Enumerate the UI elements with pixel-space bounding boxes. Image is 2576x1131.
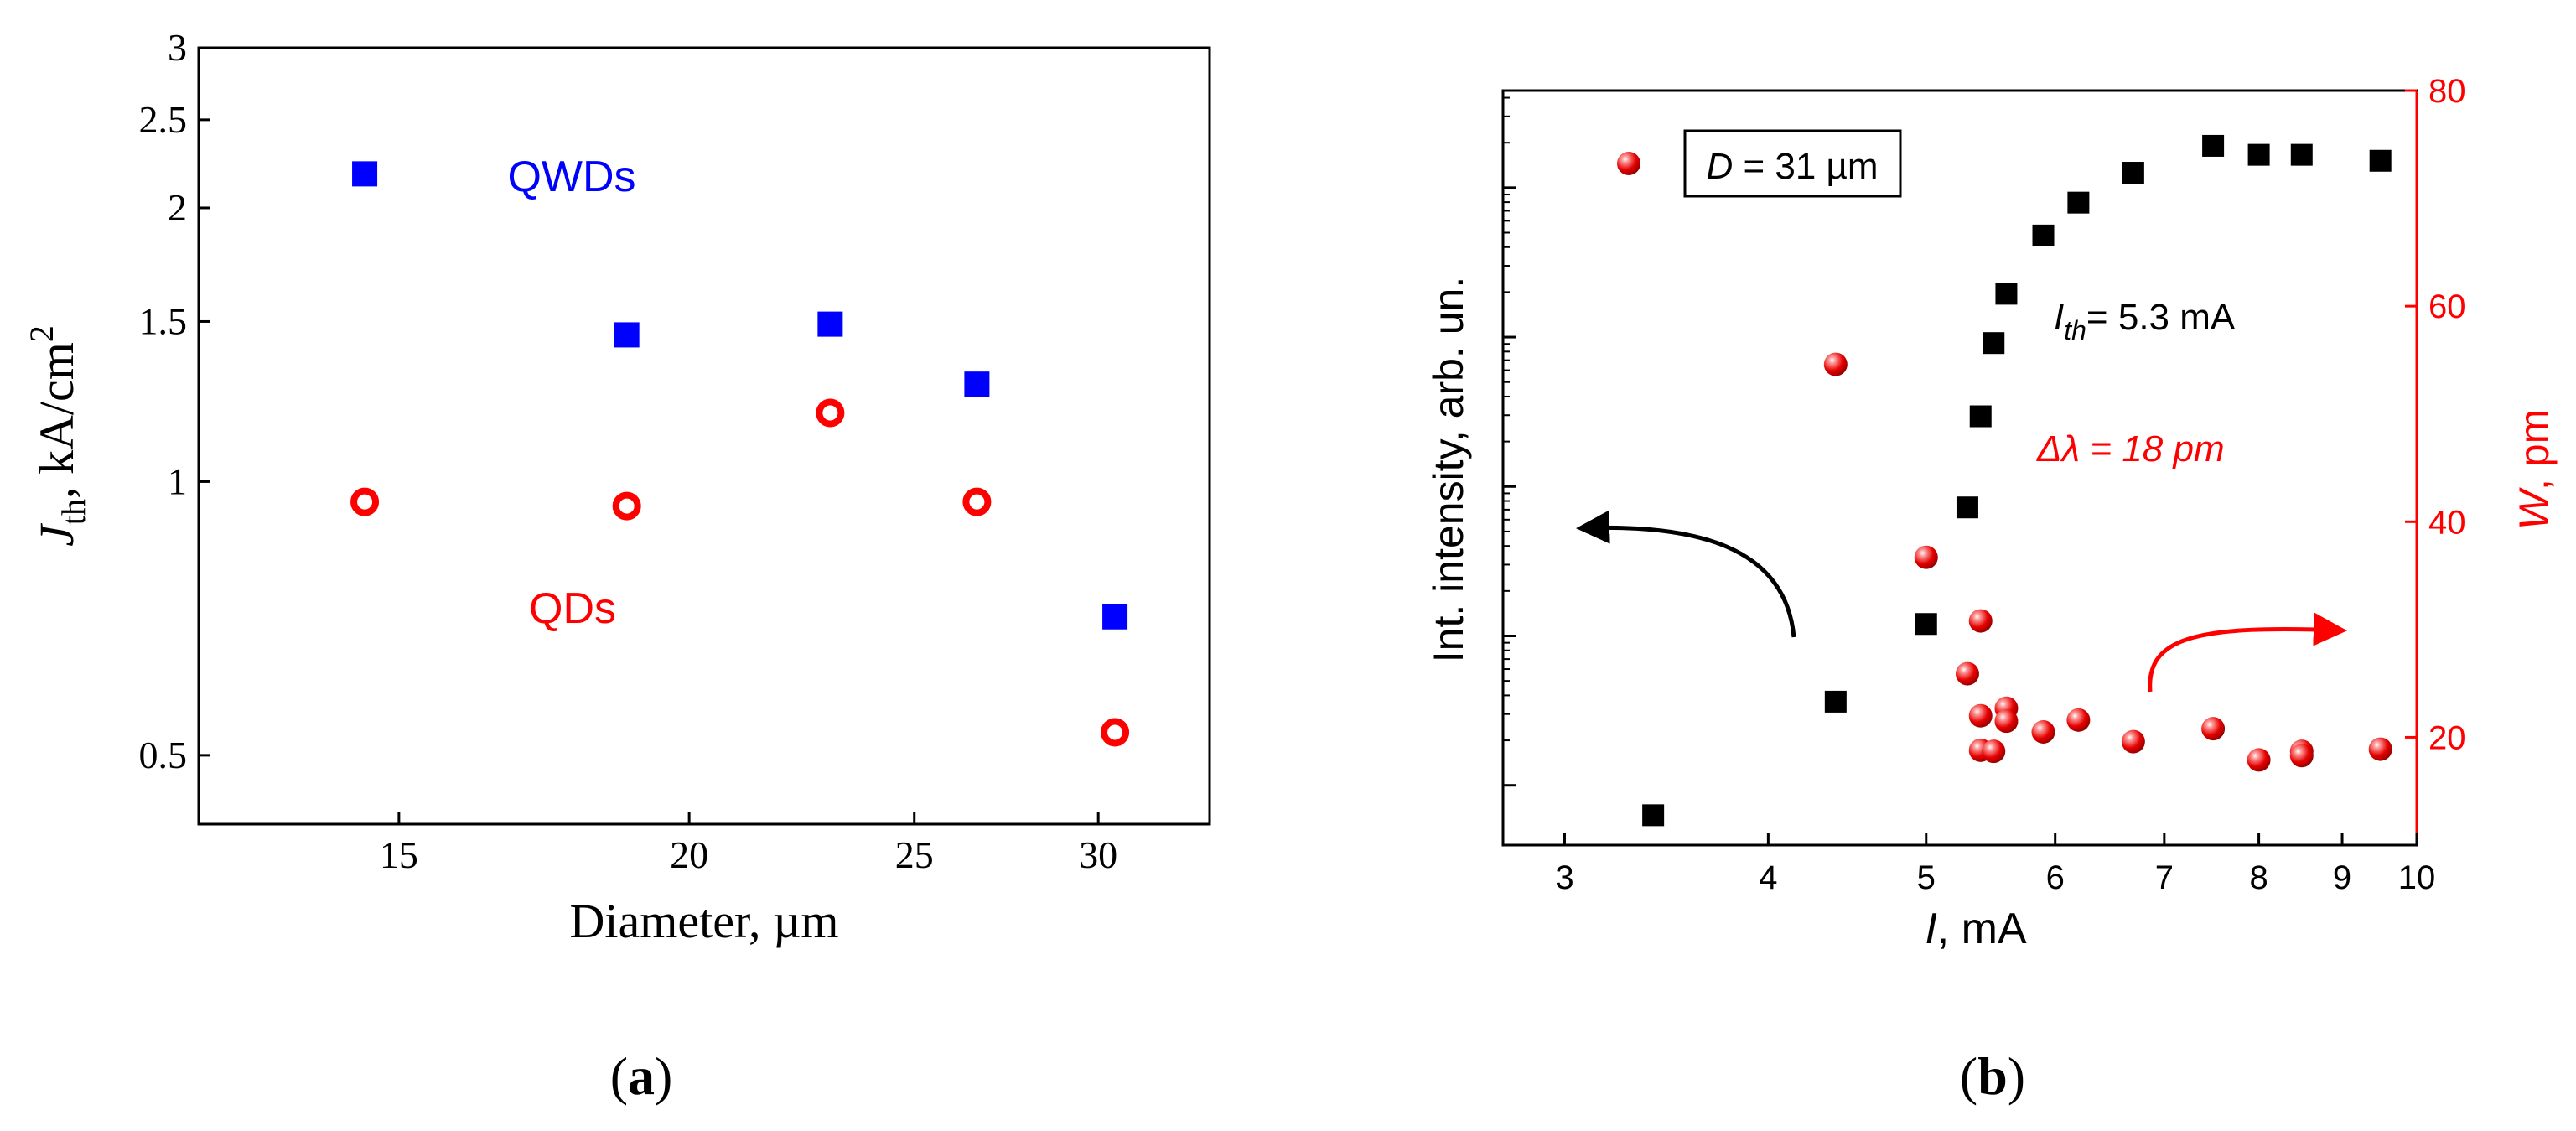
intensity-point xyxy=(1983,332,2005,355)
panel-b-xtick-label: 7 xyxy=(2155,859,2174,896)
panel-b-xtick-label: 3 xyxy=(1555,859,1573,896)
qds-point xyxy=(816,398,845,428)
intensity-point xyxy=(2067,191,2090,214)
panel-a-xtick-label: 20 xyxy=(670,833,708,876)
linewidth-point xyxy=(2247,748,2271,772)
qds-annotation: QDs xyxy=(529,584,616,633)
panel-b-xtick-label: 10 xyxy=(2398,859,2436,896)
qwds-annotation: QWDs xyxy=(507,153,635,201)
panel-b-ytick-right-label: 80 xyxy=(2428,73,2466,110)
panel-a-xlabel: Diameter, µm xyxy=(570,894,839,948)
ith-annotation: Ith= 5.3 mA xyxy=(2054,297,2236,345)
linewidth-point xyxy=(1968,609,1993,633)
panel-b-xtick-label: 6 xyxy=(2046,859,2065,896)
linewidth-point xyxy=(1982,739,2006,764)
panel-b-xtick-label: 5 xyxy=(1917,859,1936,896)
panel-a-chart: 15 20 25 30 0.5 1 1.5 2 2.5 3 Jth, kA/cm2 Diamete… xyxy=(23,26,1211,1106)
qds-point xyxy=(962,487,992,516)
panel-a-plot-frame xyxy=(197,46,1211,826)
linewidth-point xyxy=(1955,661,1979,686)
linewidth-point xyxy=(1968,703,1993,728)
intensity-point xyxy=(2247,143,2270,166)
linewidth-point xyxy=(2368,737,2392,761)
arrow-to-left-axis xyxy=(1576,510,1796,638)
linewidth-point xyxy=(1823,352,1848,376)
panel-b-ytick-right-label: 60 xyxy=(2428,288,2466,325)
qds-point xyxy=(612,491,641,521)
linewidth-point xyxy=(2031,720,2055,744)
panel-a-label: (a) xyxy=(610,1046,673,1106)
linewidth-point xyxy=(2121,729,2145,754)
arrow-to-right-axis xyxy=(2148,612,2347,693)
panel-b-plot-frame xyxy=(1501,89,2418,847)
linewidth-point xyxy=(1994,709,2019,734)
panel-b-ytick-right-label: 20 xyxy=(2428,719,2466,756)
legend-text: D = 31 µm xyxy=(1706,146,1878,187)
linewidth-point xyxy=(1914,545,1938,569)
intensity-point xyxy=(1915,613,1937,636)
panel-b-ytick-right-label: 40 xyxy=(2428,504,2466,541)
panel-a-ylabel: Jth, kA/cm2 xyxy=(23,325,92,547)
panel-a-xtick-label: 15 xyxy=(380,833,418,876)
intensity-point xyxy=(1824,690,1847,713)
panel-a-ytick-label: 2 xyxy=(168,186,187,229)
qwds-point xyxy=(964,371,990,397)
panel-b-xlabel: I, mA xyxy=(1925,905,2027,953)
linewidth-point xyxy=(2289,744,2314,768)
qwds-point xyxy=(352,161,378,187)
legend-box xyxy=(1683,129,1902,198)
linewidth-point xyxy=(2066,708,2091,732)
panel-a-ytick-label: 2.5 xyxy=(139,98,188,141)
intensity-point xyxy=(1642,804,1665,827)
intensity-point xyxy=(2122,162,2144,184)
intensity-point xyxy=(2290,143,2313,166)
qwds-point xyxy=(614,322,640,348)
intensity-point xyxy=(2032,224,2055,246)
qwds-point xyxy=(817,311,843,337)
panel-a-ytick-label: 3 xyxy=(168,26,187,69)
panel-b-xtick-label: 9 xyxy=(2333,859,2351,896)
panel-b-xtick-label: 8 xyxy=(2249,859,2268,896)
panel-a-ytick-label: 1.5 xyxy=(139,299,188,342)
qds-point xyxy=(1101,718,1130,747)
intensity-point xyxy=(2369,149,2392,172)
delta-lambda-annotation: Δλ = 18 pm xyxy=(2036,428,2225,470)
panel-a-xtick-label: 30 xyxy=(1079,833,1117,876)
panel-b-xtick-label: 4 xyxy=(1759,859,1777,896)
panel-b-ylabel-left: Int. intensity, arb. un. xyxy=(1425,277,1472,662)
intensity-point xyxy=(2202,134,2225,157)
intensity-point xyxy=(1956,496,1978,519)
linewidth-point xyxy=(2201,717,2226,741)
panel-b-label: (b) xyxy=(1960,1046,2025,1106)
intensity-point xyxy=(1995,283,2018,305)
panel-a-ytick-label: 1 xyxy=(168,459,187,502)
legend-marker xyxy=(1617,152,1640,175)
panel-a-xtick-label: 25 xyxy=(895,833,934,876)
intensity-point xyxy=(1969,405,1992,428)
panel-b-ylabel-right: W, pm xyxy=(2511,409,2558,530)
qds-point xyxy=(350,487,380,516)
qwds-point xyxy=(1102,604,1128,630)
panel-a-ytick-label: 0.5 xyxy=(139,734,188,776)
